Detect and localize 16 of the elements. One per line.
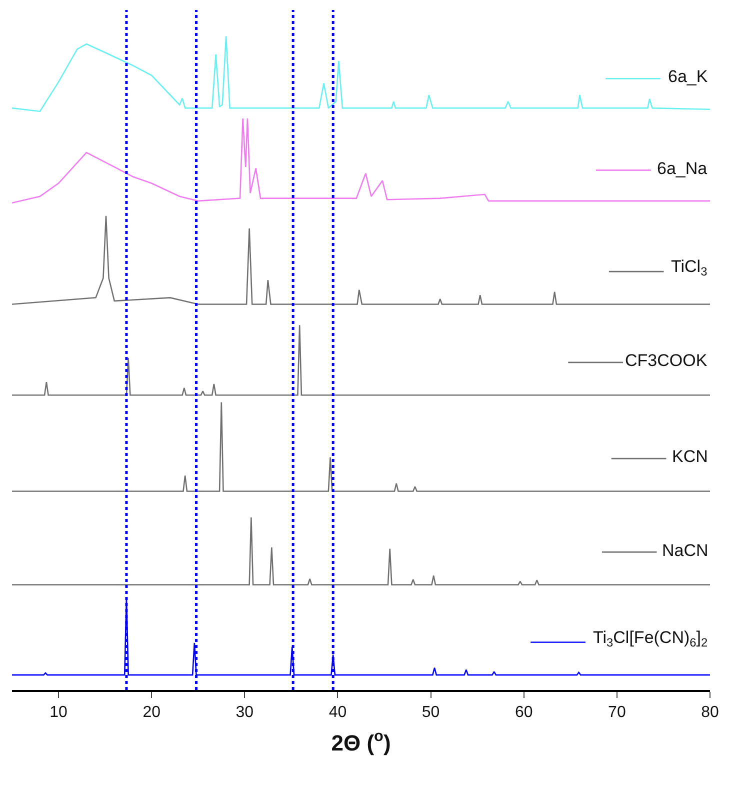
x-tick-label: 40 (328, 704, 347, 721)
x-tick-label: 20 (142, 704, 161, 721)
legend-label: NaCN (662, 541, 708, 560)
x-tick-label: 70 (608, 704, 626, 721)
legend-label: KCN (672, 447, 708, 466)
x-tick-label: 30 (236, 704, 254, 721)
x-tick-label: 60 (514, 704, 533, 721)
legend-label: 6a_K (668, 67, 708, 86)
x-tick-label: 80 (701, 704, 719, 721)
x-axis-title: 2Θ ($^{o}$) (331, 728, 391, 756)
legend-label: TiCl$_{3}$ (671, 257, 708, 279)
legend-label: 6a_Na (657, 159, 708, 178)
x-tick-label: 50 (422, 704, 440, 721)
legend-label: CF3COOK (625, 351, 708, 370)
legend-label: Ti$_{3}$Cl[Fe(CN)$_{6}$]$_{2}$ (593, 628, 708, 650)
x-tick-label: 10 (50, 704, 68, 721)
